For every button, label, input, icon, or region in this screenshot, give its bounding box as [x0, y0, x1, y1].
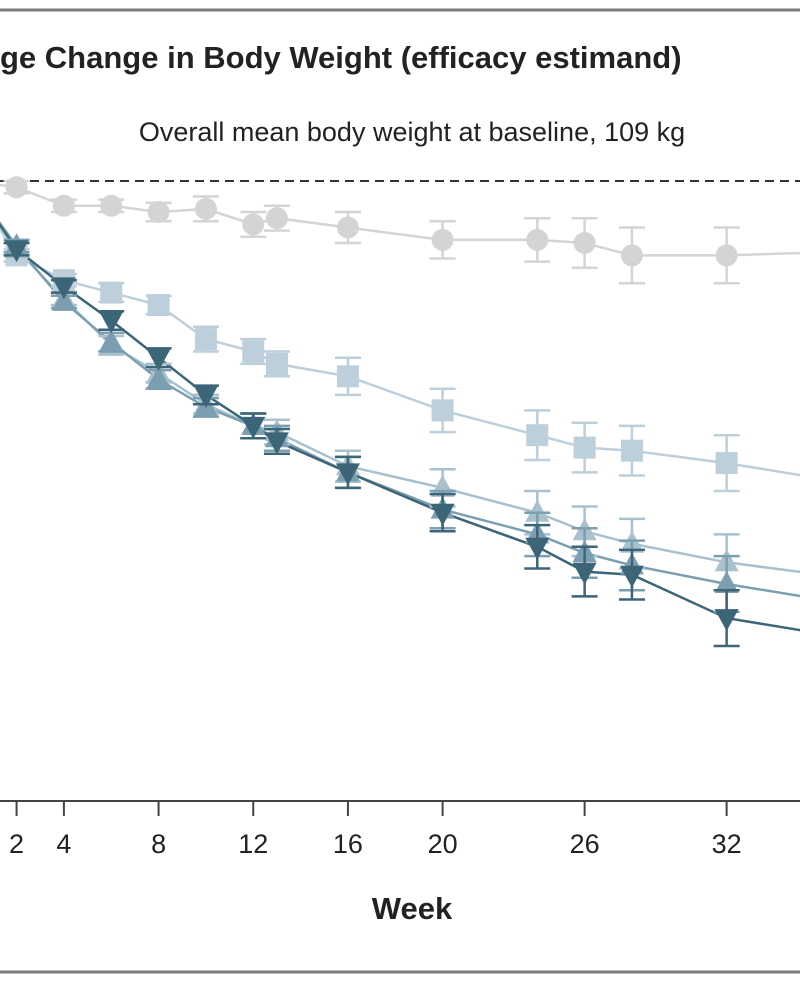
- x-tick-label: 16: [333, 829, 363, 859]
- data-point: [194, 328, 217, 351]
- data-point: [100, 281, 123, 304]
- data-point: [51, 288, 76, 311]
- x-tick-label: 32: [712, 829, 742, 859]
- data-point: [714, 571, 739, 593]
- data-point: [525, 537, 550, 560]
- data-point: [265, 207, 288, 230]
- data-point: [573, 436, 596, 459]
- data-point: [4, 240, 29, 263]
- data-point: [431, 228, 454, 251]
- chart-subtitle: Overall mean body weight at baseline, 10…: [139, 117, 685, 147]
- chart-title: ge Change in Body Weight (efficacy estim…: [0, 40, 682, 75]
- data-point: [526, 228, 549, 251]
- data-point: [335, 463, 360, 486]
- data-point: [99, 311, 124, 334]
- data-point: [572, 562, 597, 585]
- data-point: [147, 294, 170, 316]
- data-point: [147, 201, 170, 223]
- data-point: [264, 432, 289, 455]
- data-point: [241, 416, 266, 439]
- data-point: [242, 340, 265, 363]
- plot-area: [0, 176, 800, 648]
- data-point: [336, 216, 359, 239]
- data-point: [714, 609, 739, 632]
- data-point: [242, 213, 265, 236]
- data-point: [431, 399, 454, 422]
- x-tick-label: 2: [9, 829, 24, 859]
- x-tick-label: 8: [151, 829, 166, 859]
- data-point: [99, 329, 124, 352]
- data-point: [193, 385, 218, 408]
- data-point: [52, 194, 75, 217]
- data-point: [265, 352, 288, 375]
- data-point: [620, 439, 643, 462]
- x-axis-label: Week: [372, 891, 453, 926]
- data-point: [336, 365, 359, 388]
- x-tick-label: 26: [570, 829, 600, 859]
- data-point: [525, 499, 550, 522]
- data-point: [619, 565, 644, 588]
- data-point: [146, 366, 171, 389]
- data-point: [194, 197, 217, 220]
- data-point: [5, 176, 28, 199]
- x-tick-label: 20: [428, 829, 458, 859]
- data-point: [526, 424, 549, 447]
- data-point: [430, 503, 455, 526]
- data-point: [100, 194, 123, 217]
- x-tick-label: 12: [238, 829, 268, 859]
- data-point: [715, 452, 738, 475]
- data-point: [146, 348, 171, 371]
- data-point: [573, 232, 596, 254]
- x-tick-label: 4: [56, 829, 71, 859]
- data-point: [620, 244, 643, 267]
- data-point: [51, 277, 76, 300]
- data-point: [715, 244, 738, 267]
